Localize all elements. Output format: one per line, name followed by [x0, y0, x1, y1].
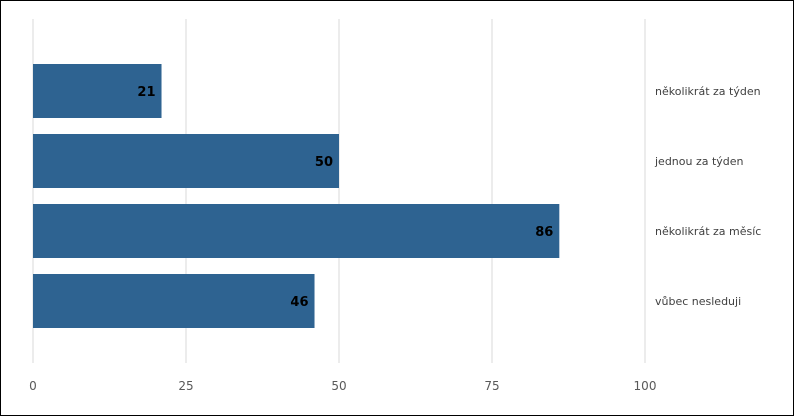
category-label: několikrát za měsíc: [655, 225, 761, 238]
bar: [33, 134, 339, 188]
category-label: jednou za týden: [654, 155, 744, 168]
data-label: 50: [315, 155, 333, 170]
x-tick-label: 100: [634, 379, 657, 393]
data-labels: 21 50 86 46: [137, 85, 553, 310]
data-label: 86: [535, 225, 553, 240]
bar: [33, 274, 315, 328]
x-tick-label: 0: [29, 379, 37, 393]
x-tick-label: 25: [178, 379, 193, 393]
x-tick-label: 75: [484, 379, 499, 393]
bars: [33, 64, 560, 328]
category-label: vůbec nesleduji: [655, 295, 741, 308]
bar: [33, 64, 162, 118]
x-axis-tick-labels: 0 25 50 75 100: [29, 379, 656, 393]
data-label: 46: [290, 295, 308, 310]
data-label: 21: [137, 85, 155, 100]
x-tick-label: 50: [331, 379, 346, 393]
category-label: několikrát za týden: [655, 85, 761, 98]
bar: [33, 204, 560, 258]
category-labels: několikrát za týden jednou za týden několi…: [654, 85, 761, 308]
